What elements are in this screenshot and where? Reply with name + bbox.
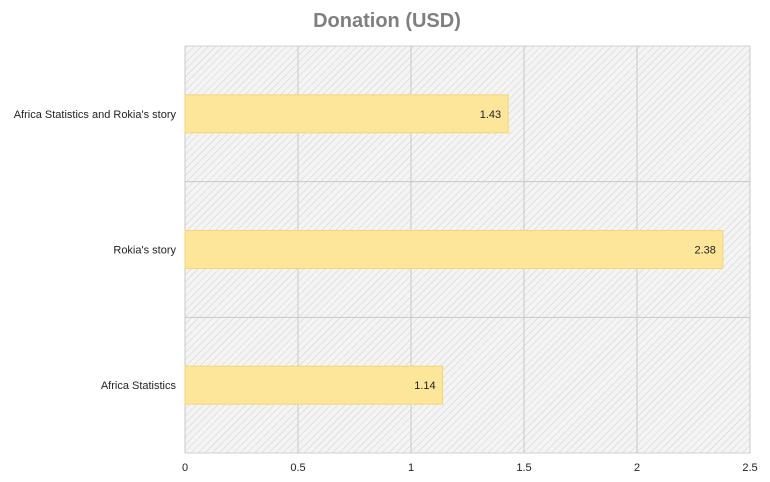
category-label: Africa Statistics xyxy=(101,380,177,392)
bar-value-label: 1.14 xyxy=(414,380,435,392)
bar-value-label: 1.43 xyxy=(480,109,501,121)
category-label: Rokia's story xyxy=(113,245,176,257)
category-label: Africa Statistics and Rokia's story xyxy=(14,109,177,121)
x-tick-label: 1 xyxy=(408,462,414,474)
x-tick-label: 0.5 xyxy=(290,462,305,474)
bar xyxy=(184,230,724,269)
bar-value-label: 2.38 xyxy=(694,245,715,257)
chart-title: Donation (USD) xyxy=(313,10,461,32)
x-tick-label: 1.5 xyxy=(516,462,531,474)
bars xyxy=(184,94,724,405)
bar xyxy=(184,365,444,405)
bar xyxy=(184,94,509,134)
x-tick-label: 0 xyxy=(182,462,188,474)
x-tick-label: 2.5 xyxy=(742,462,757,474)
x-tick-label: 2 xyxy=(634,462,640,474)
labels: 0 0.5 1 1.5 2 2.5 1.43 Africa Statistics and Ro… xyxy=(14,109,758,474)
